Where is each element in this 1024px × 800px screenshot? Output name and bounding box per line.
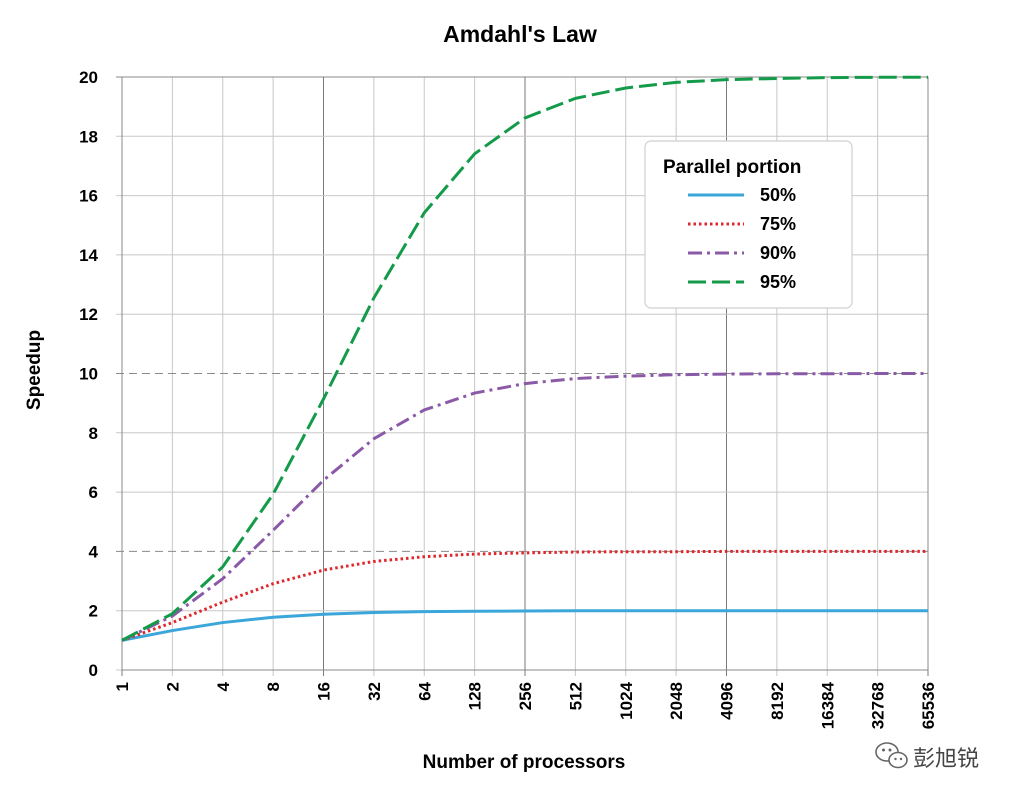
x-tick-label: 32 — [365, 682, 384, 701]
y-tick-label: 14 — [79, 246, 98, 265]
x-tick-label: 64 — [415, 681, 434, 700]
legend-label: 95% — [760, 272, 796, 292]
x-tick-label: 512 — [566, 682, 585, 710]
x-tick-label: 2048 — [667, 682, 686, 720]
x-tick-label: 1 — [113, 682, 132, 691]
series-lines — [121, 75, 928, 642]
y-axis-label: Speedup — [24, 330, 45, 410]
x-tick-label: 2 — [163, 682, 182, 691]
y-tick-label: 12 — [79, 305, 98, 324]
chart-title: Amdahl's Law — [443, 21, 597, 47]
y-tick-label: 18 — [79, 127, 98, 146]
x-tick-label: 128 — [466, 682, 485, 710]
x-tick-label: 8 — [264, 682, 283, 691]
x-tick-label: 16 — [315, 682, 334, 701]
x-tick-label: 4 — [214, 681, 233, 691]
legend: Parallel portion 50% 75% 90% 95% — [644, 140, 853, 309]
legend-entries: 50% 75% 90% 95% — [688, 185, 796, 292]
x-tick-label: 65536 — [919, 682, 938, 729]
y-tick-label: 10 — [79, 365, 98, 384]
x-tick-labels: 1 2 4 8 16 32 64 128 256 512 1024 2048 4096 8192 16384… — [113, 681, 938, 729]
series-line-90pct — [121, 372, 928, 642]
x-axis-label: Number of processors — [423, 752, 626, 773]
legend-label: 50% — [760, 185, 796, 205]
y-tick-label: 16 — [79, 187, 98, 206]
y-tick-label: 6 — [89, 483, 98, 502]
y-tick-label: 2 — [89, 602, 98, 621]
plot-frame — [121, 76, 929, 671]
series-line-75pct — [121, 549, 928, 642]
series-line-50pct — [121, 609, 928, 642]
x-tick-label: 16384 — [818, 681, 837, 729]
watermark: 彭旭锐 — [875, 742, 979, 772]
y-tick-label: 4 — [89, 542, 99, 561]
wechat-icon — [875, 742, 908, 769]
x-tick-label: 32768 — [869, 682, 888, 729]
y-tick-labels: 0 2 4 6 8 10 12 14 16 18 20 — [79, 68, 98, 680]
x-tick-label: 1024 — [617, 681, 636, 719]
x-tick-label: 4096 — [718, 682, 737, 720]
y-tick-label: 20 — [79, 68, 98, 87]
legend-title: Parallel portion — [663, 157, 801, 178]
series-line-95pct — [121, 75, 928, 642]
y-tick-label: 0 — [89, 661, 98, 680]
watermark-text: 彭旭锐 — [913, 747, 979, 772]
legend-label: 90% — [760, 243, 796, 263]
x-tick-label: 256 — [516, 682, 535, 710]
x-tick-label: 8192 — [768, 682, 787, 720]
legend-label: 75% — [760, 214, 796, 234]
legend-box — [644, 140, 853, 309]
y-tick-label: 8 — [89, 424, 98, 443]
